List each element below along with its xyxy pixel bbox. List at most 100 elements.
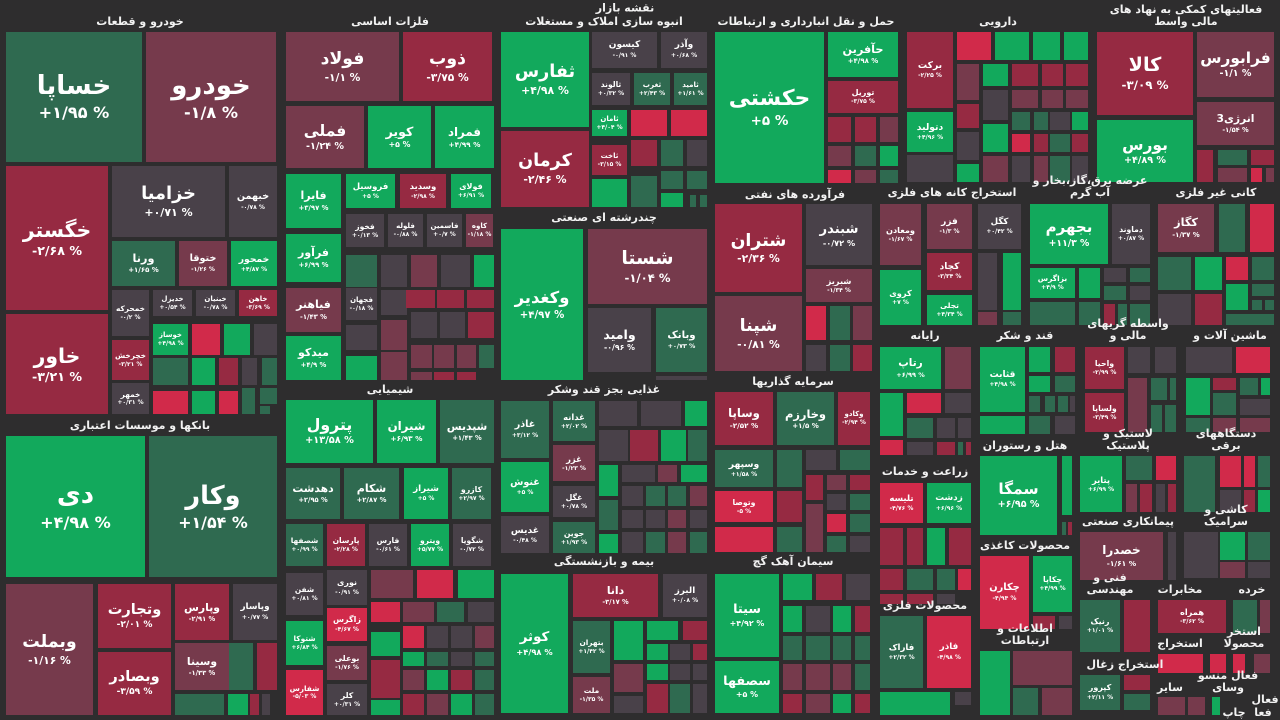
stock-tile[interactable] (1254, 654, 1270, 673)
stock-tile[interactable]: شتوکا +۶/۸۴ % (286, 621, 323, 665)
stock-tile[interactable] (1033, 32, 1060, 60)
stock-tile[interactable] (1058, 396, 1068, 412)
stock-tile[interactable] (1220, 532, 1245, 560)
stock-tile[interactable]: بزاگرس +۴/۹ % (1030, 268, 1075, 298)
stock-tile[interactable] (806, 475, 823, 500)
stock-tile[interactable]: فاذر -۴/۹۸ % (927, 616, 971, 688)
stock-tile[interactable] (661, 140, 683, 166)
stock-tile[interactable] (806, 504, 823, 552)
stock-tile[interactable] (475, 670, 494, 690)
stock-tile[interactable]: چکاپا +۴/۹۹ % (1033, 556, 1072, 612)
stock-tile[interactable]: وسدید -۲/۹۸ % (400, 174, 446, 208)
stock-tile[interactable]: کپرور +۲/۱۱ % (1080, 675, 1120, 710)
stock-tile[interactable]: کازرو +۲/۹۷ % (452, 468, 491, 519)
stock-tile[interactable] (1012, 112, 1030, 130)
stock-tile[interactable] (1104, 304, 1115, 325)
stock-tile[interactable] (474, 255, 494, 287)
stock-tile[interactable]: فیاهنر -۱/۴۳ % (286, 288, 341, 332)
stock-tile[interactable] (855, 636, 870, 660)
stock-tile[interactable] (1033, 616, 1055, 629)
stock-tile[interactable] (995, 32, 1029, 60)
stock-tile[interactable]: قثابت +۴/۹۸ % (980, 347, 1025, 412)
stock-tile[interactable]: چکارن -۴/۹۴ % (980, 556, 1029, 629)
stock-tile[interactable] (219, 391, 238, 414)
stock-tile[interactable] (346, 325, 377, 350)
stock-tile[interactable] (1251, 150, 1274, 165)
stock-tile[interactable]: شستا -۱/۰۴ % (588, 229, 707, 304)
stock-tile[interactable]: خزامیا +۰/۷۱ % (112, 166, 225, 237)
stock-tile[interactable] (1261, 378, 1270, 395)
stock-tile[interactable]: زاگرس -۴/۶۷ % (327, 608, 367, 641)
stock-tile[interactable] (417, 570, 453, 598)
stock-tile[interactable] (1213, 378, 1236, 390)
stock-tile[interactable] (1012, 90, 1038, 108)
stock-tile[interactable] (1158, 654, 1203, 673)
stock-tile[interactable]: شپنا -۰/۸۱ % (715, 296, 802, 371)
stock-tile[interactable] (1188, 697, 1205, 715)
stock-tile[interactable] (850, 536, 870, 552)
stock-tile[interactable] (427, 626, 448, 648)
stock-tile[interactable] (668, 486, 686, 506)
stock-tile[interactable] (1029, 416, 1050, 434)
stock-tile[interactable] (855, 694, 870, 713)
stock-tile[interactable] (907, 569, 933, 590)
stock-tile[interactable]: خوساز +۴/۹۸ % (153, 324, 188, 355)
stock-tile[interactable]: ملت -۱/۳۵ % (573, 677, 610, 713)
stock-tile[interactable]: غنوش +۵ % (501, 462, 549, 512)
stock-tile[interactable] (1012, 156, 1030, 182)
stock-tile[interactable] (475, 652, 494, 666)
stock-tile[interactable] (880, 146, 898, 166)
stock-tile[interactable] (403, 670, 424, 690)
stock-tile[interactable] (1184, 532, 1218, 578)
stock-tile[interactable]: شفارس -۵/۰۳ % (286, 670, 323, 715)
stock-tile[interactable] (1062, 456, 1072, 515)
stock-tile[interactable] (806, 636, 830, 660)
stock-tile[interactable]: پتایر +۶/۹۹ % (1080, 456, 1122, 512)
stock-tile[interactable] (661, 430, 686, 461)
stock-tile[interactable]: سمگا +۶/۹۵ % (980, 456, 1057, 535)
stock-tile[interactable] (661, 193, 683, 207)
stock-tile[interactable] (406, 290, 435, 308)
stock-tile[interactable] (777, 527, 802, 552)
stock-tile[interactable] (1012, 64, 1038, 86)
stock-tile[interactable] (381, 352, 407, 380)
stock-tile[interactable] (949, 528, 971, 565)
stock-tile[interactable] (1158, 294, 1191, 325)
stock-tile[interactable]: غگل +۰/۷۸ % (553, 486, 595, 517)
stock-tile[interactable] (1151, 405, 1162, 432)
stock-tile[interactable] (427, 652, 448, 666)
stock-tile[interactable] (1165, 405, 1176, 432)
stock-tile[interactable] (427, 694, 448, 715)
stock-tile[interactable] (219, 358, 238, 385)
stock-tile[interactable] (641, 401, 681, 426)
stock-tile[interactable]: فجهان -۰/۱۸ % (346, 288, 377, 320)
stock-tile[interactable] (242, 388, 255, 414)
stock-tile[interactable]: فاسمین +۰/۷ % (427, 214, 462, 247)
stock-tile[interactable] (599, 500, 618, 530)
stock-tile[interactable] (978, 312, 997, 325)
stock-tile[interactable] (451, 694, 472, 715)
stock-tile[interactable] (855, 606, 870, 632)
stock-tile[interactable] (855, 170, 876, 183)
stock-tile[interactable] (907, 418, 933, 438)
stock-tile[interactable] (957, 132, 979, 160)
stock-tile[interactable] (880, 594, 903, 604)
stock-tile[interactable] (457, 345, 476, 368)
stock-tile[interactable]: نوری -۰/۹۱ % (327, 570, 367, 605)
stock-tile[interactable]: شیراز +۵ % (404, 468, 448, 519)
stock-tile[interactable]: برکت -۲/۲۵ % (907, 32, 953, 108)
stock-tile[interactable] (1029, 376, 1050, 392)
stock-tile[interactable] (630, 430, 658, 461)
stock-tile[interactable] (945, 347, 971, 389)
stock-tile[interactable] (1240, 378, 1258, 395)
stock-tile[interactable] (614, 621, 643, 660)
stock-tile[interactable] (957, 164, 979, 182)
stock-tile[interactable]: وپاسار +۰/۷۷ % (233, 584, 277, 640)
stock-tile[interactable]: ولساپا -۳/۴۹ % (1085, 393, 1124, 432)
stock-tile[interactable]: وکار +۱/۵۴ % (149, 436, 277, 577)
stock-tile[interactable] (958, 442, 963, 455)
stock-tile[interactable]: غاذر +۳/۱۲ % (501, 401, 549, 458)
stock-tile[interactable] (681, 465, 707, 482)
stock-tile[interactable]: کرمان -۲/۴۶ % (501, 131, 589, 207)
stock-tile[interactable]: رتاپ +۶/۹۹ % (880, 347, 941, 389)
